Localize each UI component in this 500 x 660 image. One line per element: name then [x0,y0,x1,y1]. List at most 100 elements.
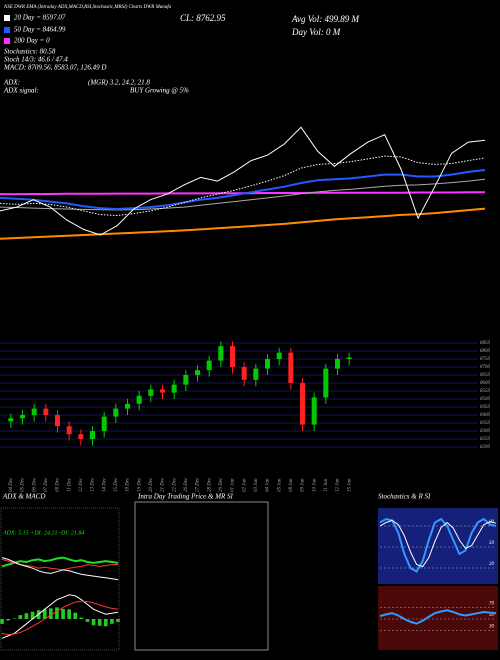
series-line [379,609,497,625]
candle-body [78,434,84,439]
legend-swatch [4,27,10,33]
x-tick-label: 28 Dec [207,477,212,492]
panel-title: ADX & MACD [2,493,45,501]
y-tick-label: 8700 [480,365,491,370]
x-tick-label: 10 Jan [312,478,317,492]
y-tick-label: 8650 [480,373,491,378]
x-tick-label: 05 Dec [21,477,26,492]
y-tick-label: 20 [489,562,495,567]
series-line [1,600,119,636]
histogram-bar [42,609,47,619]
y-tick-label: 8200 [480,445,491,450]
histogram-bar [18,615,23,619]
stoch-label: Stoch 14/3: 46.6 / 47.4 [4,56,68,64]
y-tick-label: 50 [489,613,495,618]
series-line [1,557,119,581]
candle-body [43,408,49,415]
y-tick-label: 8800 [480,349,491,354]
legend-swatch [4,15,10,21]
candle-body [8,418,14,422]
x-tick-label: 06 Dec [32,477,37,492]
panel-title: Stochastics & R SI [378,493,431,501]
candle-body [55,415,60,427]
candle-body [230,346,235,367]
candle-body [113,408,119,417]
y-tick-label: 8400 [480,413,491,418]
histogram-bar [61,608,65,619]
candle-body [311,397,317,425]
x-tick-label: 27 Dec [196,477,201,492]
x-tick-label: 08 Dec [56,477,61,492]
x-tick-label: 07 Dec [44,477,49,492]
y-tick-label: 8550 [480,389,491,394]
x-tick-label: 13 Dec [91,477,96,492]
candle-body [253,368,259,380]
panel-title: Intra Day Trading Price & MR SI [137,493,234,501]
candle-body [300,383,305,425]
histogram-bar [116,619,120,622]
avg-vol-label: Avg Vol: 499.89 M [291,14,359,24]
y-tick-label: 8600 [480,381,491,386]
series-line [379,517,497,573]
histogram-bar [6,619,10,621]
ema50-label: 50 Day = 8464.99 [14,26,66,34]
y-tick-label: 8300 [480,429,491,434]
panel-frame [134,501,269,651]
histogram-bar [67,609,71,619]
x-tick-label: 26 Dec [184,477,189,492]
stochastics-label: Stochastics: 80.58 [4,48,56,56]
x-tick-label: 29 Dec [219,477,224,492]
candle-body [90,431,95,439]
adx-signal-value: BUY Growing @ 5% [130,87,189,95]
day-vol-label: Day Vol: 0 M [291,27,341,37]
y-tick-label: 8450 [480,405,491,410]
y-tick-label: 8250 [480,437,491,442]
adx-value: (MGR) 3.2, 24.2, 21.8 [88,79,150,87]
y-tick-label: 8850 [480,341,491,346]
x-tick-label: 12 Jan [336,478,341,492]
candle-body [206,360,212,371]
histogram-bar [30,611,35,619]
candle-body [241,367,247,380]
candle-body [171,384,177,393]
y-tick-label: 70 [489,602,495,607]
candle-body [195,370,200,375]
histogram-bar [55,607,59,619]
x-tick-label: 14 Dec [102,477,107,492]
x-tick-label: 03 Jan [254,478,259,492]
candle-body [160,389,165,393]
candle-body [125,403,130,409]
candle-body [288,352,294,383]
x-tick-label: 11 Dec [67,477,72,492]
adx-info: ADX: 5.15 +DI: 24.21 -DI: 21.84 [2,529,84,536]
plot-area: 8850 8800 8750 8700 8650 8600 8550 8500 8450 8400… [0,126,497,639]
legend-swatch [4,38,10,44]
histogram-bar [91,619,96,626]
adx-signal-label: ADX signal: [3,87,39,95]
histogram-bar [103,619,108,627]
candle-body [218,346,224,361]
series-line [0,169,486,211]
ema200-label: 200 Day = 0 [14,37,50,45]
macd-label: MACD: 8709.56, 8583.07, 126.49 D [3,64,106,72]
x-tick-label: 15 Jan [347,478,352,492]
histogram-bar [97,619,102,626]
series-line [0,178,486,211]
adx-label: ADX: [3,79,20,87]
histogram-bar [110,619,114,624]
x-tick-label: 02 Jan [242,478,247,492]
histogram-bar [85,619,90,622]
series-line [1,556,119,568]
candle-body [265,359,270,369]
panel-frame [0,507,120,651]
candle-body [66,426,72,435]
series-line [1,594,119,639]
chart-title: NSE DWR EMA (Intraday ADX,MACD,RSI,Stoch… [3,5,172,10]
histogram-bar [0,619,4,624]
candle-body [183,375,189,385]
candle-body [31,408,37,415]
y-tick-label: 50 [489,541,495,546]
x-tick-label: 05 Jan [277,478,282,492]
ema20-label: 20 Day = 8597.07 [14,14,66,22]
